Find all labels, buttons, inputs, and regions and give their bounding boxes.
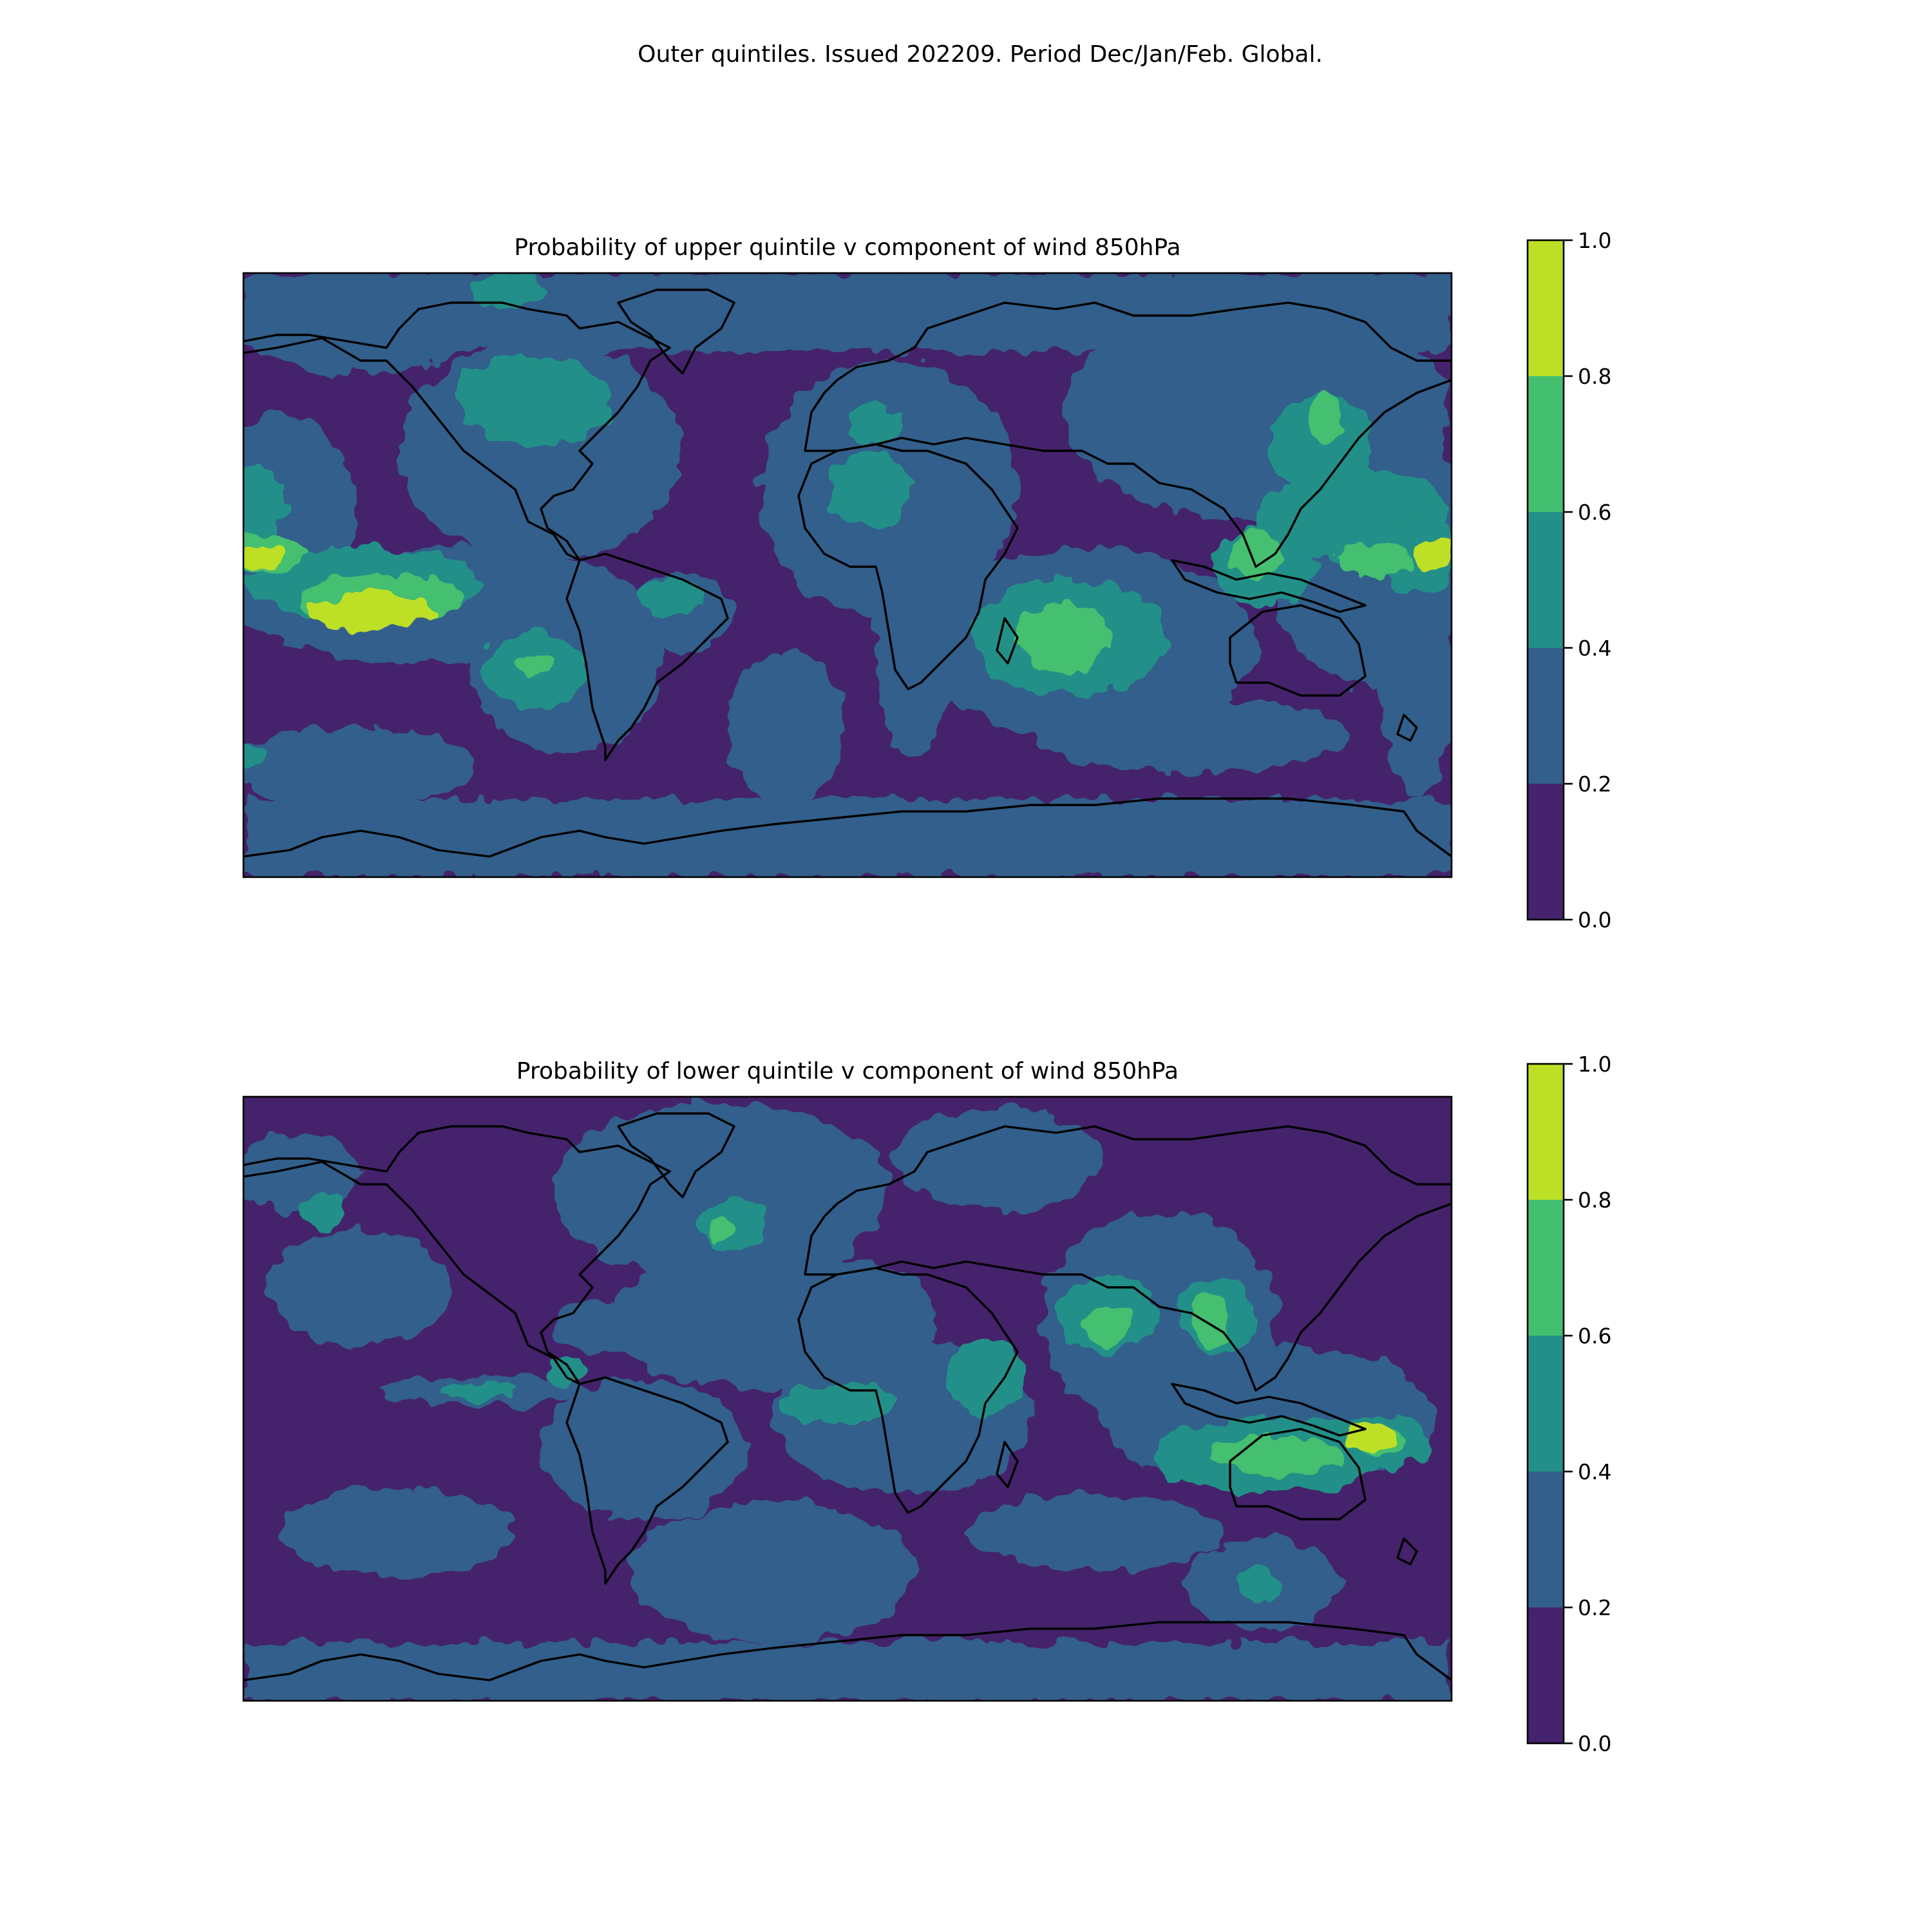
coastline-madagascar [996,617,1019,665]
coastline-south-america [565,553,729,761]
coastline-greenland [617,1112,735,1198]
colorbar-bin-0.8-1.0 [1528,240,1564,376]
colorbar-bin-0.4-0.6 [1528,512,1564,648]
colorbar-tick-label: 0.4 [1578,636,1611,661]
coastline-maritime-continent [1171,1383,1367,1437]
coastline-africa [797,443,1019,690]
colorbar-bin-0.2-0.4 [1528,648,1564,784]
colorbar-bin-0.6-0.8 [1528,376,1564,512]
colorbar-ticks [1564,1063,1573,1745]
contour-band-0.8-1.0 [1346,1426,1397,1449]
coastline-greenland [617,289,735,375]
panel-upper-quintile: Probability of upper quintile v componen… [242,228,1611,933]
figure-suptitle: Outer quintiles. Issued 202209. Period D… [638,41,1323,68]
map-area-lower [243,1097,1452,1701]
contour-band-0.2-0.4 [243,1101,1452,1701]
coastlines-lower [243,1112,1452,1681]
coastline-africa [797,1267,1019,1514]
coastline-new-zealand [1396,714,1418,742]
coastline-new-zealand [1396,1537,1418,1566]
coastline-maritime-continent [1171,559,1367,613]
colorbar-tick-labels: 0.0 0.2 0.4 0.6 0.8 1.0 [1578,228,1611,933]
map-frame-upper [242,272,1453,878]
colorbar-bin-0.0-0.2 [1528,1607,1564,1743]
colorbar-frame [1526,1063,1565,1745]
coastline-europe-asia [804,301,1452,568]
coastline-australia [1229,604,1367,697]
coastline-madagascar [996,1441,1019,1488]
colorbar-tick-label: 0.2 [1578,1595,1611,1620]
colorbar-bin-0.4-0.6 [1528,1336,1564,1472]
contour-band-0.8-1.0 [243,538,1452,629]
colorbar-bin-0.8-1.0 [1528,1064,1564,1200]
colorbar-bin-0.2-0.4 [1528,1472,1564,1607]
colorbar-tick-labels: 0.0 0.2 0.4 0.6 0.8 1.0 [1578,1052,1611,1756]
coastline-australia [1229,1428,1367,1520]
colorbar-tick-label: 1.0 [1578,228,1611,253]
coastline-antarctica [243,797,1452,858]
colorbar-tick-label: 1.0 [1578,1052,1611,1077]
coastline-north-america [243,301,671,562]
colorbar-tick-label: 0.4 [1578,1459,1611,1484]
map-frame-lower [242,1095,1453,1702]
probability-field-lower [243,1101,1452,1701]
colorbar-bin-0.6-0.8 [1528,1200,1564,1336]
probability-field-upper [243,273,1452,877]
colorbar-tick-label: 0.8 [1578,1188,1611,1213]
coastline-south-america [565,1376,729,1585]
colorbar-upper: 0.0 0.2 0.4 0.6 0.8 1.0 [1526,228,1611,933]
colorbar-frame [1526,239,1565,921]
colorbar-tick-label: 0.8 [1578,364,1611,389]
colorbar-lower: 0.0 0.2 0.4 0.6 0.8 1.0 [1526,1052,1611,1756]
colorbar-tick-label: 0.0 [1578,907,1611,933]
colorbar-tick-label: 0.6 [1578,500,1611,525]
colorbar-bin-0.0-0.2 [1528,784,1564,920]
colorbar-tick-label: 0.2 [1578,772,1611,797]
coastline-antarctica [243,1621,1452,1681]
coastline-north-america [243,1125,671,1385]
colorbar-tick-label: 0.6 [1578,1323,1611,1349]
map-area-upper [243,273,1452,877]
colorbar-tick-label: 0.0 [1578,1731,1611,1756]
panel-title-lower: Probability of lower quintile v componen… [516,1058,1179,1084]
coastlines-upper [243,289,1452,858]
colorbar-ticks [1564,239,1573,921]
coastline-europe-asia [804,1125,1452,1392]
panel-lower-quintile: Probability of lower quintile v componen… [242,1052,1611,1756]
panel-title-upper: Probability of upper quintile v componen… [514,234,1180,261]
